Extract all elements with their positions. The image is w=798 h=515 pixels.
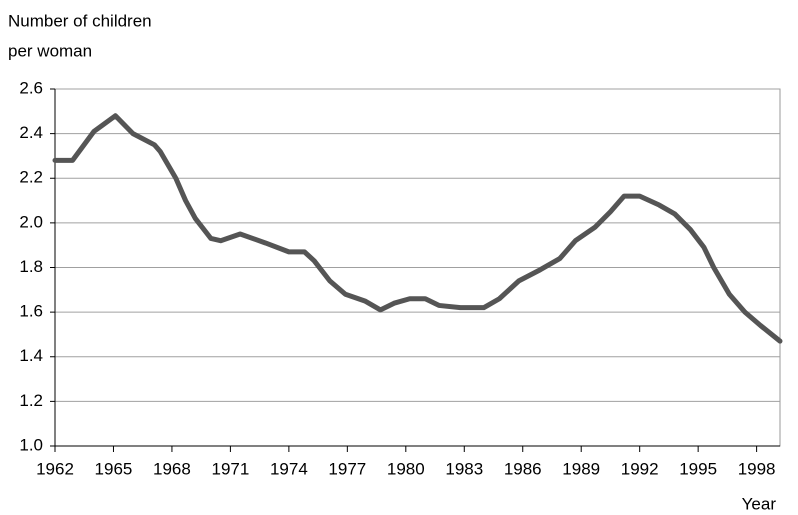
x-tick-label: 1995: [679, 459, 717, 478]
x-tick-label: 1965: [95, 459, 133, 478]
y-tick-label: 2.4: [19, 123, 43, 142]
y-tick-label: 1.4: [19, 346, 43, 365]
x-tick-label: 1992: [621, 459, 659, 478]
y-tick-label: 1.0: [19, 435, 43, 454]
y-tick-label: 2.6: [19, 78, 43, 97]
x-tick-label: 1962: [36, 459, 74, 478]
y-tick-label: 1.6: [19, 302, 43, 321]
x-tick-label: 1986: [504, 459, 542, 478]
x-tick-label: 1998: [738, 459, 776, 478]
y-tick-label: 1.8: [19, 257, 43, 276]
y-axis-label: Number of children: [8, 11, 152, 30]
y-tick-label: 2.0: [19, 212, 43, 231]
x-tick-label: 1980: [387, 459, 425, 478]
x-tick-label: 1983: [445, 459, 483, 478]
y-tick-label: 1.2: [19, 391, 43, 410]
x-tick-label: 1974: [270, 459, 308, 478]
x-tick-label: 1977: [328, 459, 366, 478]
x-tick-label: 1971: [211, 459, 249, 478]
x-tick-label: 1968: [153, 459, 191, 478]
data-line: [52, 113, 783, 344]
x-tick-label: 1989: [562, 459, 600, 478]
y-tick-label: 2.2: [19, 168, 43, 187]
x-axis-label: Year: [742, 494, 777, 513]
y-axis-label: per woman: [8, 41, 92, 60]
